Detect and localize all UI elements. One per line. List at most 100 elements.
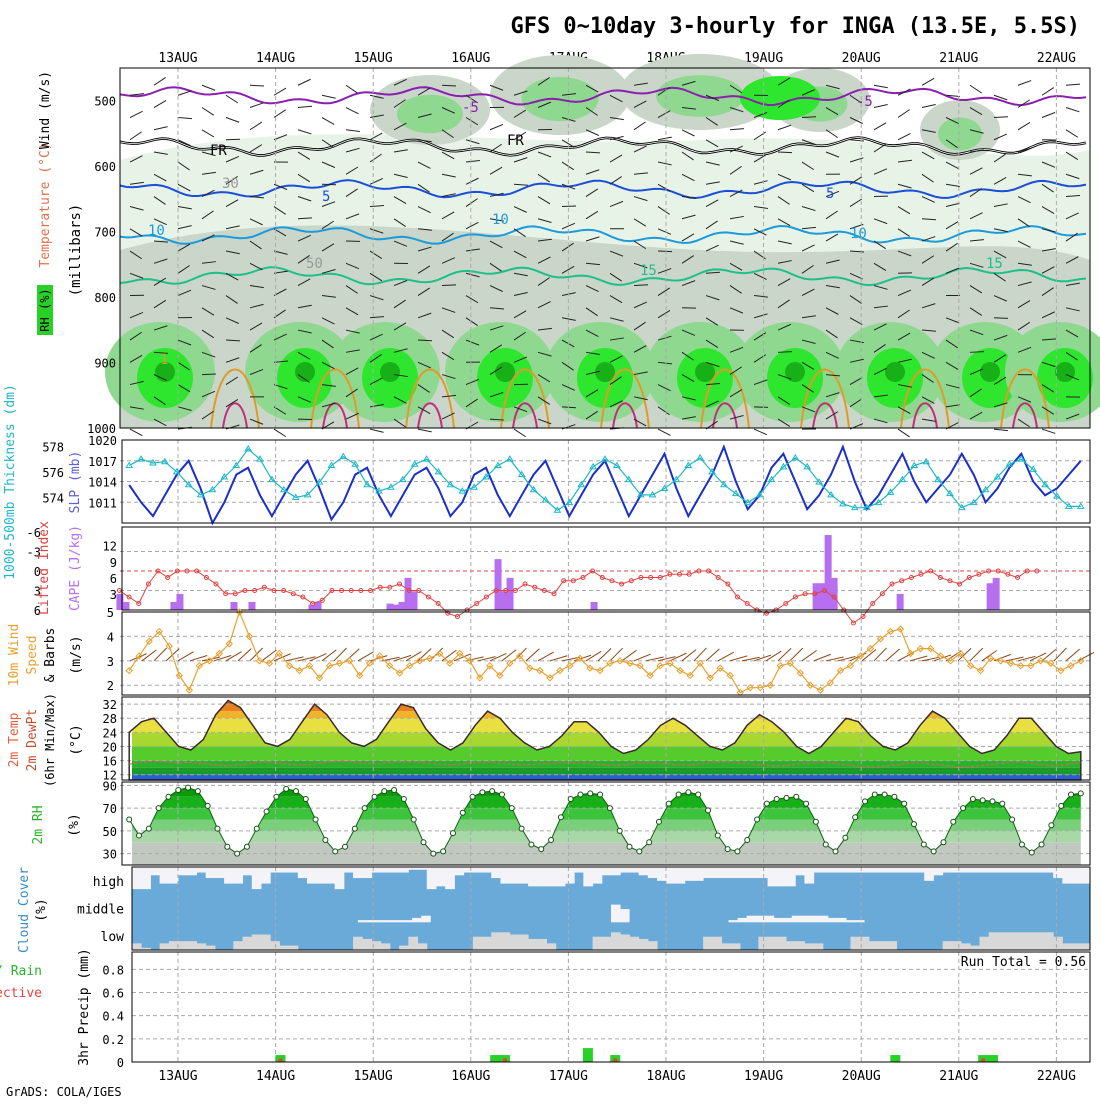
cloud-cell-high — [519, 867, 529, 884]
cloud-cell-high — [160, 867, 170, 884]
top-date-15aug: 15AUG — [354, 51, 393, 66]
rh-marker — [794, 794, 799, 799]
cloud-cell-high — [998, 867, 1008, 873]
cloud-cell-high — [851, 867, 861, 873]
cloud-cell-high — [178, 867, 188, 875]
cloud-cell-low — [418, 943, 428, 950]
cloud-cell-low — [279, 946, 289, 950]
slp-ytick-right: 1011 — [88, 496, 117, 510]
cloud-cell-middle — [828, 918, 838, 922]
rh-cell-core — [1055, 362, 1075, 382]
precip-label-conv: Convective — [0, 986, 42, 1001]
cloud-cell-low — [399, 946, 409, 950]
cloud-cell-low — [961, 943, 971, 950]
rh-marker — [862, 799, 867, 804]
rh-cell-core — [885, 362, 905, 382]
cloud-row-label-high: high — [93, 875, 124, 890]
rh-ylabel: 2m RH — [31, 805, 46, 844]
cloud-cell-middle — [421, 916, 431, 923]
cloud-cell-high — [362, 867, 372, 878]
rh-marker — [1049, 823, 1054, 828]
slp-ytick-right: 1020 — [88, 434, 117, 448]
rh-cell-core — [380, 362, 400, 382]
rh-marker — [441, 849, 446, 854]
cloud-cell-middle — [819, 916, 829, 923]
cloud-cell-low — [703, 937, 713, 950]
rh-marker — [411, 817, 416, 822]
contour-label: 50 — [306, 256, 323, 272]
rh-marker — [1068, 792, 1073, 797]
cloud-cell-high — [464, 867, 474, 873]
cloud-cell-low — [851, 937, 861, 950]
cloud-cell-low — [768, 937, 778, 950]
rh-marker — [401, 797, 406, 802]
rh-cell-core — [980, 362, 1000, 382]
cloud-cell-high — [804, 867, 814, 884]
rh-marker — [804, 801, 809, 806]
cloud-cell-high — [537, 867, 547, 886]
rh-marker — [205, 803, 210, 808]
cloud-cell-high — [141, 867, 151, 889]
rh-marker — [421, 840, 426, 845]
upper-ytick: 900 — [94, 357, 116, 371]
cloud-cell-low — [593, 937, 603, 950]
cloud-cell-high — [390, 867, 400, 873]
rh-marker — [254, 826, 259, 831]
footer-credit: GrADS: COLA/IGES — [6, 1085, 122, 1099]
rh-marker — [1029, 850, 1034, 855]
cloud-cell-high — [196, 867, 206, 873]
cloud-cell-low — [1081, 943, 1091, 950]
rh-marker — [1010, 817, 1015, 822]
cloud-cell-high — [445, 867, 455, 889]
cloud-cell-high — [325, 867, 335, 884]
contour-label: 15 — [986, 256, 1003, 272]
cloud-cell-low — [252, 935, 262, 950]
upper-ytick: 700 — [94, 226, 116, 240]
thick-ytick-left: 574 — [42, 491, 64, 505]
cape-bar — [393, 605, 400, 610]
temp-ylabel-unit: (°C) — [69, 724, 84, 755]
rh-marker — [951, 819, 956, 824]
cloud-cell-high — [399, 867, 409, 873]
precip-conv-bar — [613, 1059, 617, 1062]
cloud-cell-middle — [855, 920, 865, 922]
upper-wind-barb — [442, 285, 456, 286]
rh-marker — [745, 837, 750, 842]
rh-marker — [392, 787, 397, 792]
cloud-cell-low — [528, 939, 538, 950]
precip-total-bar — [490, 1055, 500, 1062]
rh-marker — [598, 792, 603, 797]
cloud-cell-high — [261, 867, 271, 884]
upper-ylabel-wind: Wind (m/s) — [38, 71, 53, 149]
cape-ylabel: CAPE (J/kg) — [68, 525, 83, 611]
upper-ytick: 500 — [94, 95, 116, 109]
cloud-cell-high — [473, 867, 483, 873]
cloud-cell-high — [795, 867, 805, 875]
temp-ylabel-2: 2m DewPt — [25, 709, 40, 772]
cloud-cell-high — [841, 867, 851, 873]
top-date-14aug: 14AUG — [256, 51, 295, 66]
cloud-cell-high — [768, 867, 778, 886]
rh-marker — [1078, 791, 1083, 796]
cloud-cell-middle — [747, 916, 757, 923]
rh-marker — [784, 795, 789, 800]
cloud-cell-high — [224, 867, 234, 884]
cloud-cell-low — [270, 941, 280, 950]
cloud-cell-low — [1062, 943, 1072, 950]
bottom-date-22aug: 22AUG — [1037, 1069, 1076, 1084]
rh-marker — [637, 849, 642, 854]
upper-wind-barb — [778, 152, 792, 153]
cloud-cell-high — [289, 867, 299, 873]
cloud-cell-high — [427, 867, 437, 889]
cloud-cell-low — [611, 932, 621, 950]
cloud-cell-high — [593, 867, 603, 884]
upper-ytick: 600 — [94, 160, 116, 174]
cloud-cell-low — [1007, 932, 1017, 950]
rh-marker — [892, 794, 897, 799]
rh-marker — [137, 833, 142, 838]
rh-marker — [735, 849, 740, 854]
cloud-cell-low — [722, 943, 732, 950]
